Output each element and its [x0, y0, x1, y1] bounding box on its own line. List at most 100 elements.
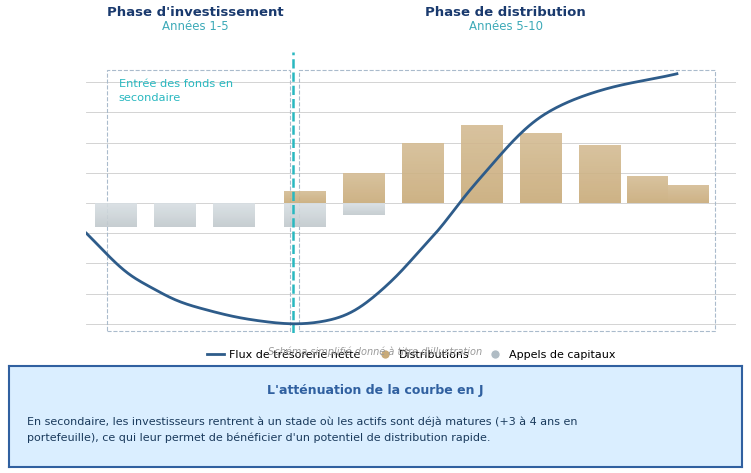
- Bar: [580, 157, 621, 158]
- Bar: [627, 199, 668, 200]
- Bar: [403, 193, 444, 194]
- Bar: [461, 158, 502, 159]
- Bar: [520, 186, 562, 188]
- Bar: [154, 214, 195, 215]
- Bar: [403, 202, 444, 203]
- Bar: [520, 193, 562, 194]
- Bar: [343, 202, 385, 203]
- Bar: [580, 198, 621, 200]
- Bar: [580, 154, 621, 156]
- Bar: [284, 218, 325, 219]
- Bar: [580, 166, 621, 167]
- Bar: [343, 177, 385, 178]
- Bar: [403, 157, 444, 158]
- Bar: [461, 153, 502, 154]
- Bar: [520, 188, 562, 189]
- Bar: [627, 195, 668, 196]
- Bar: [95, 217, 137, 218]
- Bar: [403, 175, 444, 176]
- Bar: [213, 220, 255, 221]
- Bar: [627, 192, 668, 193]
- Bar: [461, 148, 502, 149]
- Bar: [461, 198, 502, 200]
- Bar: [461, 193, 502, 195]
- Bar: [520, 196, 562, 197]
- Bar: [520, 162, 562, 164]
- Bar: [520, 169, 562, 171]
- Bar: [461, 124, 502, 126]
- Bar: [580, 180, 621, 181]
- Bar: [461, 172, 502, 173]
- Bar: [213, 225, 255, 226]
- Bar: [461, 143, 502, 145]
- Bar: [154, 223, 195, 224]
- Bar: [520, 149, 562, 150]
- Bar: [154, 213, 195, 214]
- Bar: [403, 143, 444, 144]
- Bar: [627, 176, 668, 177]
- Bar: [627, 194, 668, 195]
- Bar: [343, 191, 385, 192]
- Bar: [403, 185, 444, 186]
- Bar: [95, 205, 137, 206]
- Bar: [520, 151, 562, 153]
- Bar: [580, 167, 621, 168]
- Bar: [580, 149, 621, 151]
- Bar: [520, 157, 562, 158]
- Bar: [154, 203, 195, 204]
- Bar: [284, 209, 325, 210]
- Bar: [403, 151, 444, 152]
- Bar: [95, 225, 137, 226]
- Bar: [461, 173, 502, 175]
- Bar: [461, 200, 502, 201]
- Bar: [461, 159, 502, 161]
- Bar: [520, 168, 562, 169]
- Bar: [627, 196, 668, 197]
- Bar: [284, 207, 325, 208]
- Bar: [154, 218, 195, 219]
- Bar: [627, 185, 668, 186]
- Bar: [580, 189, 621, 190]
- Bar: [580, 172, 621, 173]
- Bar: [461, 147, 502, 148]
- Bar: [580, 176, 621, 177]
- Bar: [284, 224, 325, 225]
- Bar: [95, 206, 137, 207]
- Bar: [284, 220, 325, 221]
- Bar: [403, 149, 444, 150]
- Bar: [343, 178, 385, 179]
- Bar: [284, 225, 325, 226]
- Bar: [403, 158, 444, 159]
- Bar: [95, 218, 137, 219]
- Bar: [580, 179, 621, 180]
- Bar: [461, 197, 502, 198]
- Bar: [154, 222, 195, 223]
- Bar: [520, 181, 562, 182]
- Bar: [580, 182, 621, 184]
- Bar: [580, 195, 621, 196]
- Bar: [403, 194, 444, 196]
- Bar: [403, 154, 444, 155]
- Bar: [154, 215, 195, 216]
- Bar: [154, 206, 195, 207]
- Bar: [343, 201, 385, 202]
- Bar: [461, 191, 502, 192]
- Bar: [95, 216, 137, 217]
- Bar: [461, 162, 502, 164]
- Bar: [520, 175, 562, 176]
- Bar: [403, 163, 444, 164]
- Bar: [343, 186, 385, 187]
- Bar: [520, 137, 562, 139]
- Bar: [403, 198, 444, 200]
- Bar: [627, 179, 668, 180]
- Bar: [403, 146, 444, 148]
- Bar: [403, 196, 444, 197]
- Bar: [213, 205, 255, 206]
- Bar: [580, 145, 621, 146]
- Bar: [343, 193, 385, 194]
- Bar: [520, 134, 562, 136]
- Bar: [154, 212, 195, 213]
- Bar: [520, 176, 562, 178]
- Bar: [580, 185, 621, 187]
- Bar: [627, 182, 668, 183]
